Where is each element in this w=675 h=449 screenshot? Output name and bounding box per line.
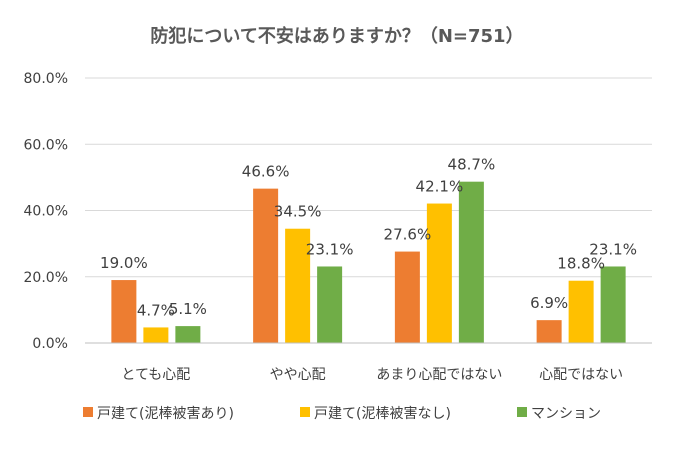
y-tick-label: 80.0%	[24, 71, 68, 87]
category-label: あまり心配ではない	[376, 367, 502, 383]
legend-label: 戸建て(泥棒被害あり)	[97, 406, 234, 422]
data-label: 19.0%	[100, 254, 148, 272]
bar	[600, 266, 626, 343]
data-label: 23.1%	[589, 240, 637, 258]
data-label: 34.5%	[274, 203, 322, 221]
y-tick-label: 40.0%	[24, 204, 68, 220]
data-label: 4.7%	[137, 301, 175, 319]
legend-swatch	[517, 407, 527, 417]
data-label: 6.9%	[530, 294, 568, 312]
bar	[394, 251, 420, 343]
y-tick-label: 60.0%	[24, 137, 68, 153]
data-labels: 19.0% 4.7%5.1% 46.6% 34.5% 23.1% 27.6% 42.1% 48…	[100, 156, 637, 320]
x-axis: とても心配 やや心配 あまり心配ではない 心配ではない	[85, 342, 652, 383]
data-label: 18.8%	[557, 255, 605, 273]
category-label: やや心配	[270, 367, 326, 383]
data-label: 48.7%	[448, 156, 496, 174]
data-label: 5.1%	[169, 300, 207, 318]
bar	[458, 181, 484, 343]
legend-label: マンション	[531, 406, 601, 422]
bar	[285, 228, 311, 343]
legend-swatch	[300, 407, 310, 417]
legend-swatch	[83, 407, 93, 417]
bar	[175, 326, 201, 343]
bar	[111, 280, 137, 343]
bar	[536, 320, 562, 343]
bar	[143, 327, 169, 343]
y-tick-label: 0.0%	[32, 336, 68, 352]
y-axis: 0.0% 20.0% 40.0% 60.0% 80.0%	[24, 71, 68, 352]
data-label: 46.6%	[242, 163, 290, 181]
data-label: 23.1%	[306, 240, 354, 258]
legend-label: 戸建て(泥棒被害なし)	[314, 406, 451, 422]
bar	[317, 266, 343, 343]
bar	[568, 280, 594, 343]
category-label: 心配ではない	[539, 367, 623, 383]
bars	[111, 181, 626, 343]
legend: 戸建て(泥棒被害あり) 戸建て(泥棒被害なし) マンション	[83, 406, 601, 422]
bar	[253, 188, 279, 343]
category-label: とても心配	[121, 367, 190, 383]
chart-title: 防犯について不安はありますか？（N=751）	[150, 25, 523, 47]
bar	[426, 203, 452, 343]
data-label: 42.1%	[416, 178, 464, 196]
data-label: 27.6%	[384, 226, 432, 244]
y-tick-label: 20.0%	[24, 270, 68, 286]
